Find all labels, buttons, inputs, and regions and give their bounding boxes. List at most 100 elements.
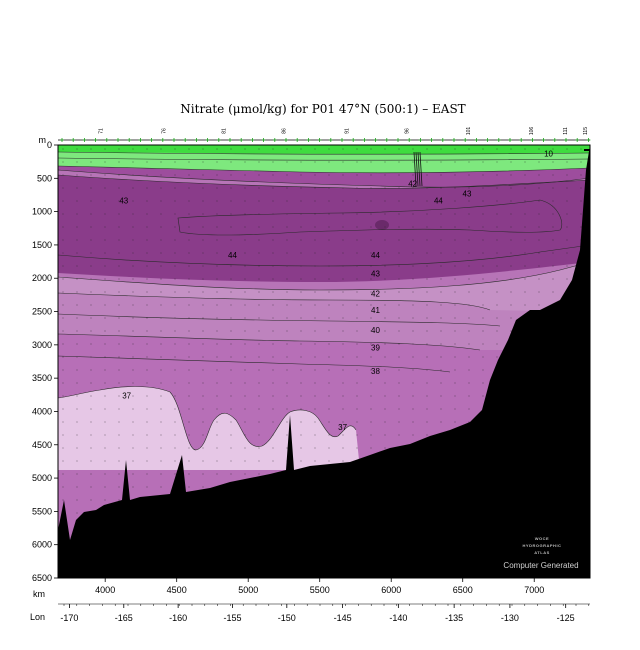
station-marker [239, 138, 244, 142]
contour-label: 43 [463, 190, 472, 199]
depth-tick-label: 1000 [32, 207, 52, 217]
station-marker [564, 138, 568, 142]
lon-tick-label: -125 [557, 613, 575, 623]
station-marker [116, 138, 120, 142]
depth-tick-label: 4500 [32, 440, 52, 450]
station-marker [552, 138, 557, 142]
km-tick-label: 4500 [167, 585, 187, 595]
station-marker [82, 138, 87, 142]
seafloor-bathymetry [58, 145, 590, 578]
station-marker [429, 138, 434, 142]
station-marker [261, 138, 266, 142]
depth-tick-label: 6500 [32, 573, 52, 583]
lon-tick-label: -130 [501, 613, 519, 623]
station-marker [149, 138, 154, 142]
contour-labels: 10 43 42 43 44 44 44 43 42 41 40 39 38 37 37 [119, 150, 553, 432]
station-label: 71 [98, 128, 104, 134]
station-marker [530, 138, 535, 142]
contour-label: 38 [371, 367, 380, 376]
station-marker [508, 138, 512, 142]
station-marker [317, 138, 322, 142]
contour-label: 44 [371, 251, 380, 260]
contour-label: 43 [371, 270, 380, 279]
contour-label: 41 [371, 306, 380, 315]
lon-tick-label: -140 [389, 613, 407, 623]
km-tick-label: 5500 [310, 585, 330, 595]
depth-tick-label: 1500 [32, 240, 52, 250]
depth-tick-label: 3000 [32, 340, 52, 350]
station-label: 91 [344, 128, 350, 134]
depth-tick-label: 5000 [32, 473, 52, 483]
station-label: 76 [161, 128, 167, 134]
station-markers [60, 138, 591, 142]
contour-label: 44 [434, 196, 443, 205]
contour-label: 37 [122, 391, 131, 400]
station-marker [328, 138, 333, 142]
contour-label: 10 [544, 150, 553, 159]
station-marker [284, 138, 288, 142]
station-marker [440, 138, 445, 142]
lon-tick-label: -150 [278, 613, 296, 623]
station-marker [586, 138, 591, 142]
km-tick-label: 7000 [524, 585, 544, 595]
lon-tick-label: -145 [334, 613, 352, 623]
station-label: 111 [563, 127, 569, 135]
station-marker [228, 138, 232, 142]
station-marker [295, 138, 300, 142]
contour-label: 44 [228, 251, 237, 260]
km-tick-label: 6000 [381, 585, 401, 595]
contour-label: 40 [371, 326, 380, 335]
contour-label: 43 [119, 196, 128, 205]
station-marker [160, 138, 165, 142]
station-label: 96 [404, 128, 410, 134]
lon-tick-label: -135 [445, 613, 463, 623]
plot-area [58, 145, 590, 578]
km-axis: 4000 4500 5000 5500 6000 6500 7000 [95, 578, 544, 595]
station-marker [138, 138, 143, 142]
contour-lines [58, 151, 590, 451]
station-marker [396, 138, 400, 142]
lon-tick-label: -165 [115, 613, 133, 623]
station-marker [496, 138, 501, 142]
depth-tick-label: 4000 [32, 406, 52, 416]
station-marker [362, 138, 367, 142]
lon-tick-label: -170 [60, 613, 78, 623]
km-axis-label: km [33, 589, 45, 599]
computer-generated-label: Computer Generated [503, 561, 578, 570]
dense-contour-column [413, 151, 423, 187]
station-marker [474, 138, 479, 142]
station-marker [463, 138, 468, 142]
station-label: 106 [529, 127, 535, 136]
watermark-line-2: HYDROGRAPHIC [523, 543, 562, 548]
depth-axis: 0 500 1000 1500 2000 2500 3000 3500 4000 4500 5000… [32, 140, 58, 583]
watermark-line-1: WOCE [535, 536, 549, 541]
contour-label: 42 [408, 180, 417, 189]
station-marker [183, 138, 188, 142]
depth-tick-label: 0 [47, 140, 52, 150]
station-marker [575, 138, 580, 142]
lon-axis-label: Lon [30, 612, 45, 622]
station-marker [71, 138, 76, 142]
station-label: 115 [583, 127, 589, 135]
station-marker [104, 138, 109, 142]
station-label: 81 [221, 128, 227, 134]
contour-label: 37 [338, 423, 347, 432]
chart-title: Nitrate (μmol/kg) for P01 47°N (500:1) –… [180, 102, 465, 116]
station-marker [373, 138, 378, 142]
depth-tick-label: 2000 [32, 273, 52, 283]
station-marker [250, 138, 255, 142]
depth-tick-label: 2500 [32, 307, 52, 317]
station-marker [306, 138, 311, 142]
depth-tick-label: 500 [37, 173, 52, 183]
contour-label: 39 [371, 344, 380, 353]
km-tick-label: 5000 [238, 585, 258, 595]
km-tick-label: 6500 [453, 585, 473, 595]
station-marker [519, 138, 524, 142]
depth-unit-label: m [39, 135, 47, 145]
depth-tick-label: 5500 [32, 506, 52, 516]
station-marker [194, 138, 199, 142]
station-marker [205, 138, 210, 142]
lon-tick-label: -160 [169, 613, 187, 623]
depth-tick-label: 6000 [32, 540, 52, 550]
